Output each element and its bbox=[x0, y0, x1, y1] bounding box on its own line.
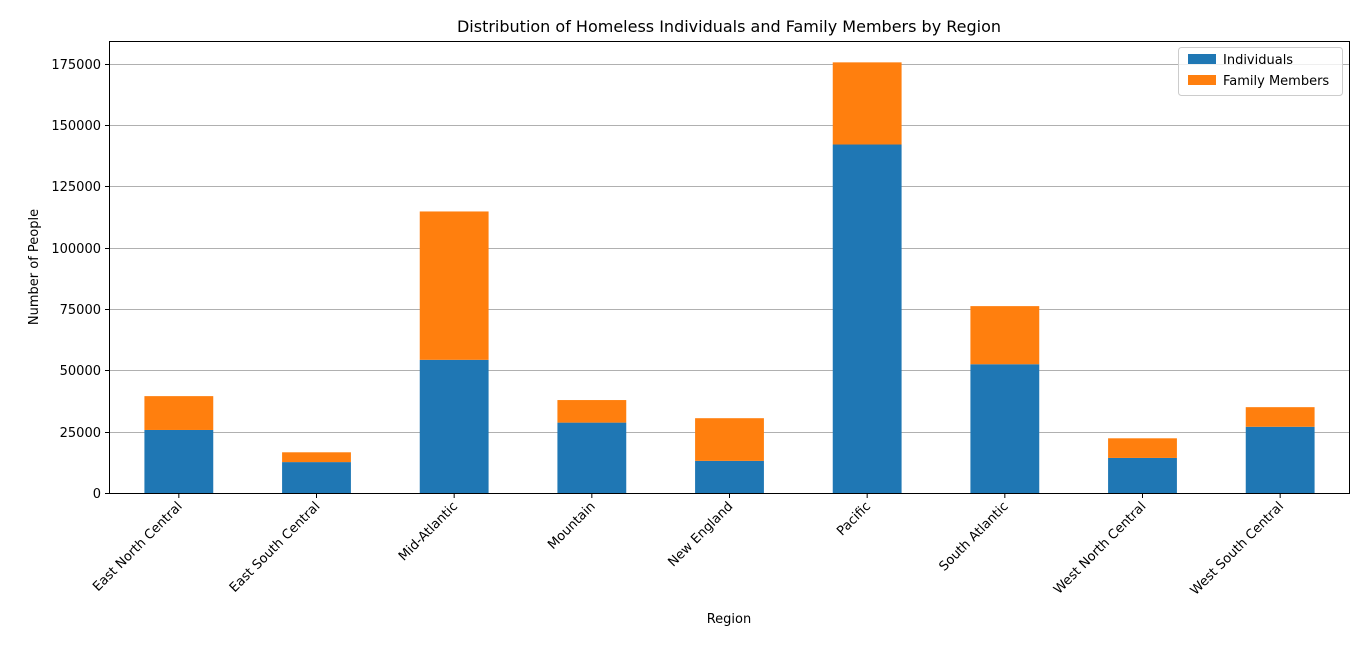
y-tick-label: 100000 bbox=[51, 242, 101, 257]
legend: Individuals Family Members bbox=[1178, 47, 1343, 96]
bar-family-members bbox=[1108, 438, 1177, 458]
bar-family-members bbox=[557, 400, 627, 423]
x-tick-label: West North Central bbox=[1051, 499, 1149, 597]
x-tick-label: Pacific bbox=[834, 499, 874, 539]
bar-family-members bbox=[695, 418, 764, 461]
y-tick-label: 25000 bbox=[60, 426, 101, 441]
bar-individuals bbox=[970, 364, 1040, 493]
bar-family-members bbox=[282, 452, 351, 463]
y-tick-label: 75000 bbox=[60, 303, 101, 318]
x-tick-label: West South Central bbox=[1188, 499, 1287, 598]
bar-family-members bbox=[144, 396, 214, 430]
bar-individuals bbox=[832, 144, 902, 493]
y-axis-title: Number of People bbox=[27, 209, 42, 325]
gridlines bbox=[110, 64, 1349, 433]
y-tick-label: 125000 bbox=[51, 180, 101, 195]
chart-title: Distribution of Homeless Individuals and… bbox=[457, 17, 1001, 36]
legend-label-family-members: Family Members bbox=[1223, 74, 1329, 89]
x-tick-label: New England bbox=[665, 499, 736, 570]
legend-label-individuals: Individuals bbox=[1223, 53, 1293, 68]
bar-family-members bbox=[1245, 407, 1315, 427]
bar-individuals bbox=[695, 460, 764, 493]
bar-family-members bbox=[419, 211, 489, 360]
x-tick-label: East North Central bbox=[90, 499, 185, 594]
y-axis: 0 25000 50000 75000 100000 125000 150000 175000 bbox=[51, 58, 110, 502]
bars bbox=[144, 62, 1315, 493]
x-axis: East North Central East South Central Mid-… bbox=[90, 493, 1287, 598]
bar-individuals bbox=[419, 359, 489, 493]
x-tick-label: Mountain bbox=[545, 499, 598, 552]
legend-swatch-individuals bbox=[1188, 54, 1216, 64]
y-tick-label: 150000 bbox=[51, 119, 101, 134]
y-tick-label: 0 bbox=[93, 487, 101, 502]
bar-individuals bbox=[557, 422, 627, 493]
bar-individuals bbox=[1108, 457, 1177, 493]
bar-family-members bbox=[832, 62, 902, 145]
bar-individuals bbox=[1245, 426, 1315, 493]
bar-individuals bbox=[282, 462, 351, 493]
bar-individuals bbox=[144, 429, 214, 493]
y-tick-label: 175000 bbox=[51, 58, 101, 73]
x-axis-title: Region bbox=[707, 612, 752, 627]
y-tick-label: 50000 bbox=[60, 364, 101, 379]
x-tick-label: Mid-Atlantic bbox=[396, 499, 461, 564]
x-tick-label: South Atlantic bbox=[936, 499, 1011, 574]
x-tick-label: East South Central bbox=[227, 499, 323, 595]
legend-swatch-family-members bbox=[1188, 75, 1216, 85]
legend-frame bbox=[1178, 47, 1343, 96]
bar-family-members bbox=[970, 306, 1040, 365]
